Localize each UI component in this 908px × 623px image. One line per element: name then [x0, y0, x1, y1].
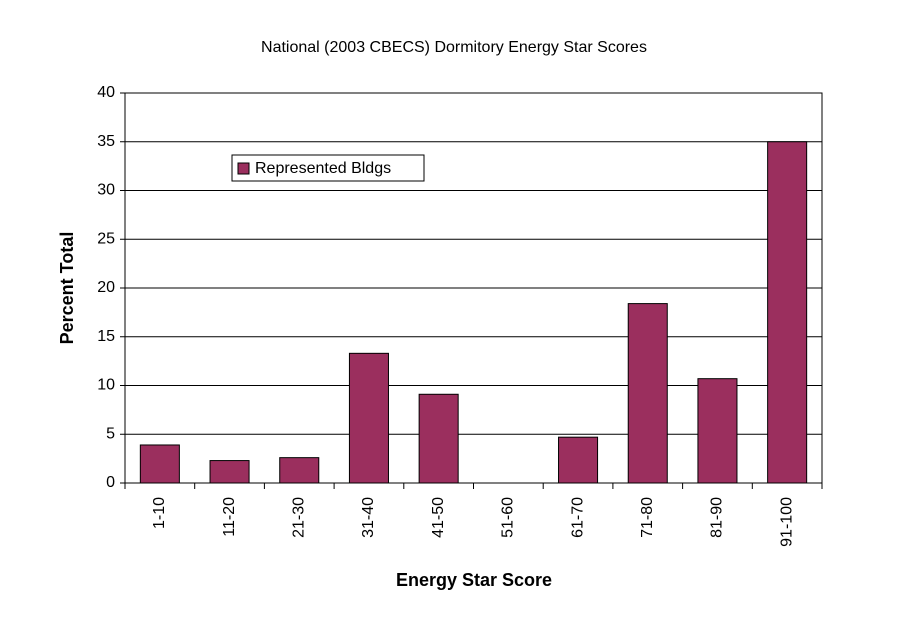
x-tick-label: 91-100	[778, 497, 795, 547]
chart-title: National (2003 CBECS) Dormitory Energy S…	[261, 39, 647, 56]
bar	[627, 303, 668, 484]
y-tick-label: 10	[97, 377, 115, 394]
x-tick-label: 1-10	[151, 497, 168, 529]
x-tick-label: 11-20	[221, 497, 238, 537]
y-tick-label: 35	[97, 133, 115, 150]
y-tick-label: 15	[97, 328, 115, 345]
bar	[697, 378, 738, 484]
bar	[558, 436, 599, 484]
legend-swatch	[237, 162, 250, 175]
y-tick-label: 25	[97, 230, 115, 247]
bar	[139, 444, 180, 484]
legend-box	[231, 154, 425, 182]
bar	[209, 460, 250, 484]
legend-label: Represented Bldgs	[255, 160, 391, 177]
bar	[418, 393, 459, 484]
x-tick-label: 51-60	[500, 497, 517, 538]
x-tick-label: 81-90	[709, 497, 726, 538]
y-tick-label: 40	[97, 84, 115, 101]
x-axis-title: Energy Star Score	[396, 570, 552, 590]
y-axis-title: Percent Total	[57, 232, 77, 345]
bar	[767, 141, 808, 484]
y-tick-label: 30	[97, 182, 115, 199]
x-tick-label: 71-80	[639, 497, 656, 538]
x-tick-label: 61-70	[569, 497, 586, 538]
y-tick-label: 5	[106, 425, 115, 442]
y-tick-label: 0	[106, 474, 115, 491]
x-tick-label: 31-40	[360, 497, 377, 538]
bar	[348, 352, 389, 484]
x-tick-label: 21-30	[290, 497, 307, 538]
bar	[279, 457, 320, 484]
x-tick-label: 41-50	[430, 497, 447, 538]
y-tick-label: 20	[97, 279, 115, 296]
